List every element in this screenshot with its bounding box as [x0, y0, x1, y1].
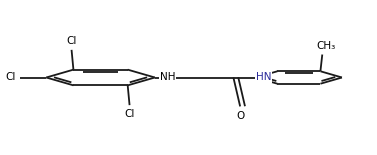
Text: O: O	[236, 111, 244, 121]
Text: Cl: Cl	[6, 73, 16, 82]
Text: Cl: Cl	[124, 108, 135, 119]
Text: Cl: Cl	[66, 36, 77, 46]
Text: CH₃: CH₃	[316, 41, 336, 51]
Text: HN: HN	[256, 73, 271, 82]
Text: NH: NH	[160, 73, 176, 82]
